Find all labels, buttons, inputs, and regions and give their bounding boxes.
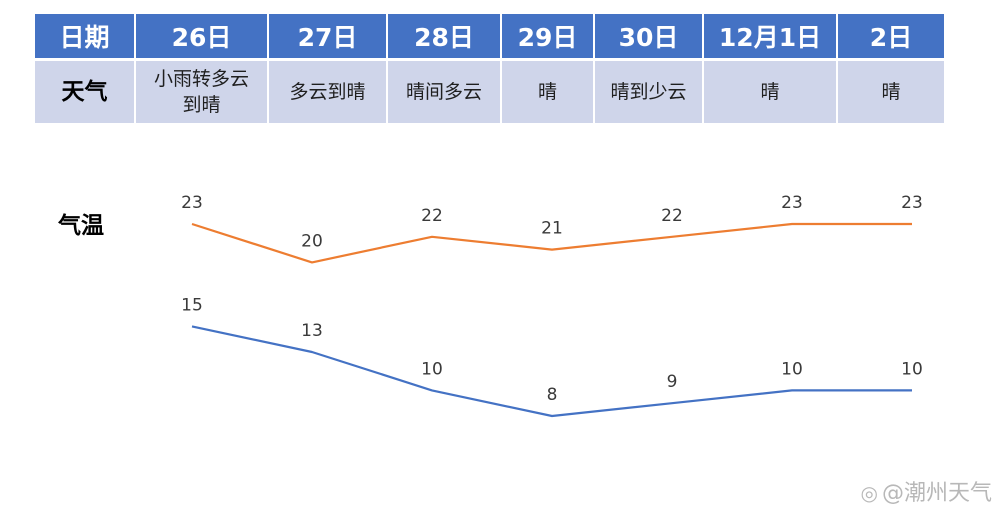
data-label: 15 [181,295,203,315]
watermark: ◎ @潮州天气 [861,475,992,507]
date-cell: 27日 [267,14,388,61]
data-label: 10 [421,359,443,379]
weather-text: 晴到少云 [610,81,687,103]
series-line-1 [191,325,912,418]
weather-cell: 晴 [500,59,595,123]
series-line-0 [191,222,912,264]
date-cell: 12月1日 [702,14,838,61]
weather-row-label: 天气 [33,59,136,123]
weather-text: 晴间多云 [405,81,482,103]
weather-cell: 小雨转多云到晴 [134,59,269,123]
weather-cell: 晴到少云 [593,59,704,123]
date-row: 日期 26日 27日 28日 29日 30日 12月1日 2日 [33,14,946,61]
weather-cell: 晴 [702,59,838,123]
weather-cell: 晴间多云 [386,59,502,123]
data-label: 22 [421,206,443,226]
forecast-table: 日期 26日 27日 28日 29日 30日 12月1日 2日 天气 小雨转多云… [33,14,946,123]
date-row-label: 日期 [33,14,136,61]
temperature-label: 气温 [58,213,104,239]
date-cell: 2日 [836,14,946,61]
weather-cell: 多云到晴 [267,59,388,123]
weather-row: 天气 小雨转多云到晴 多云到晴 晴间多云 晴 晴到少云 晴 晴 [33,59,946,123]
weather-text: 小雨转多云到晴 [153,68,249,116]
data-label: 22 [661,206,683,226]
weibo-icon: ◎ [860,481,878,505]
data-label: 9 [667,372,678,392]
weather-text: 晴 [760,81,780,103]
watermark-text: @潮州天气 [881,481,992,506]
data-label: 13 [301,321,323,341]
data-label: 10 [781,359,803,379]
data-label: 21 [541,219,563,239]
data-label: 23 [181,193,203,213]
data-label: 20 [301,231,323,251]
date-cell: 28日 [386,14,502,61]
data-label: 10 [901,359,923,379]
data-label: 8 [547,385,558,405]
weather-text: 多云到晴 [289,81,366,103]
data-label: 23 [901,193,923,213]
weather-text: 晴 [537,81,557,103]
date-cell: 26日 [134,14,269,61]
data-label: 23 [781,193,803,213]
date-cell: 29日 [500,14,595,61]
weather-cell: 晴 [836,59,946,123]
weather-text: 晴 [881,81,901,103]
date-cell: 30日 [593,14,704,61]
